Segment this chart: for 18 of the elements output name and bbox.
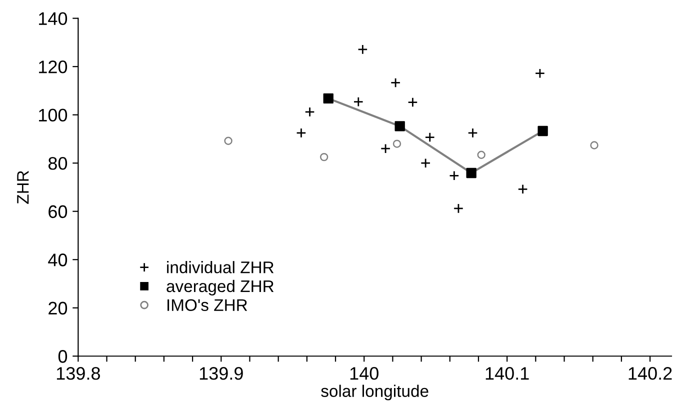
legend-label: IMO's ZHR: [168, 299, 248, 312]
x-tick-label: 139.8: [56, 367, 100, 380]
x-tick-label: 139.9: [200, 367, 243, 380]
y-tick-label: 40: [48, 254, 68, 266]
x-axis-title: solar longitude: [321, 384, 428, 400]
x-tick-label: 140: [350, 367, 378, 380]
y-axis-title: ZHR: [17, 170, 29, 204]
y-tick-label: 60: [48, 205, 68, 218]
legend-label: individual ZHR: [167, 261, 274, 274]
y-tick-label: 20: [48, 302, 68, 315]
y-tick-label: 80: [48, 157, 68, 170]
y-tick-label: 100: [39, 108, 68, 122]
y-tick-label: 140: [39, 12, 68, 26]
x-tick-label: 140.1: [486, 367, 529, 380]
y-tick-label: 120: [39, 60, 68, 74]
y-tick-label: 0: [58, 350, 68, 363]
x-tick-label: 140.2: [628, 367, 672, 380]
legend-label: averaged ZHR: [166, 280, 274, 296]
